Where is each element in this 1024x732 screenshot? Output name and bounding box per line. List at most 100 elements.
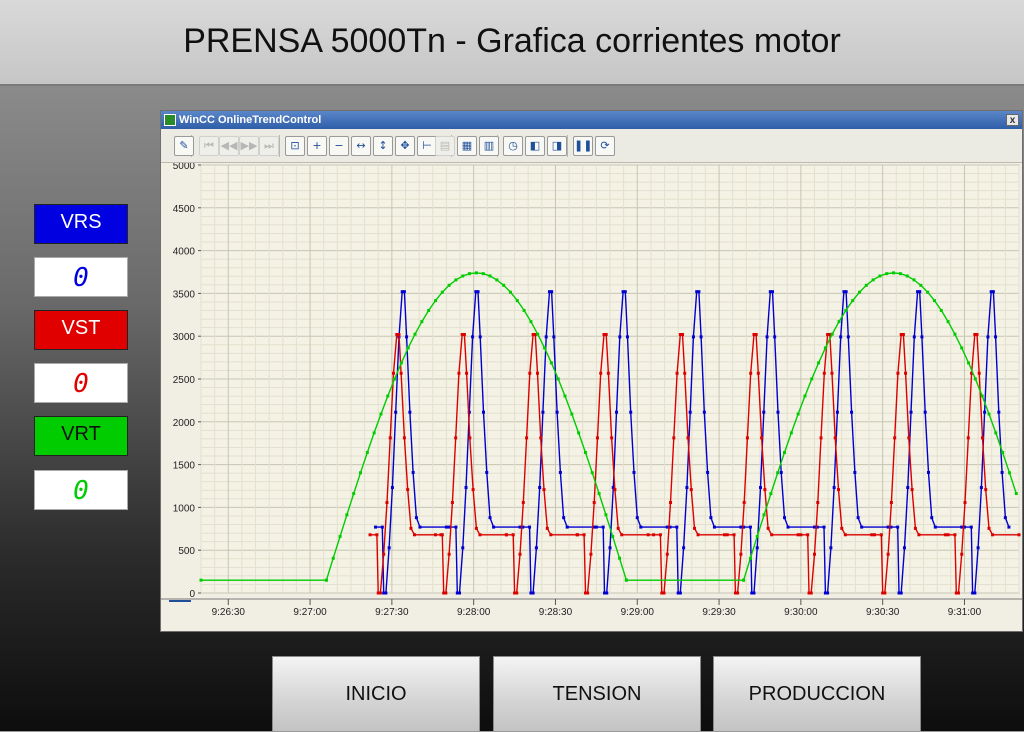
vrs-series-point — [538, 486, 542, 490]
vrt-series-point — [413, 332, 417, 336]
y-tick-label: 1500 — [173, 461, 196, 472]
zoom-value-axis-icon[interactable]: ↕ — [373, 136, 393, 156]
vrs-series-point — [983, 410, 987, 414]
trend-chart[interactable]: 0 500 1000 1500 2000 2500 3000 3500 4000 4500 5000… — [161, 163, 1022, 631]
zoom-out-icon[interactable]: − — [329, 136, 349, 156]
vst-series-point — [595, 436, 599, 440]
vrt-series-point — [488, 274, 492, 278]
zoom-in-icon[interactable]: + — [307, 136, 327, 156]
vrs-series-point — [678, 591, 682, 595]
vrt-series-point — [481, 272, 485, 276]
vrt-series-point — [796, 412, 800, 416]
vst-series-point — [592, 501, 596, 505]
close-icon[interactable]: x — [1006, 114, 1019, 126]
previous-trend-icon[interactable]: ◧ — [525, 136, 545, 156]
vrs-series-point — [455, 591, 459, 595]
vrt-series-point — [624, 578, 628, 582]
vrs-series-point — [454, 525, 458, 529]
vrs-series-point — [773, 335, 777, 339]
vrs-series-point — [826, 591, 830, 595]
vst-series-point — [946, 533, 950, 537]
vrs-series-point — [471, 335, 475, 339]
vst-series-point — [975, 332, 979, 336]
vrs-series-point — [464, 486, 468, 490]
vst-series-point — [917, 533, 921, 537]
y-tick-label: 3000 — [173, 332, 196, 343]
vrt-series-point — [830, 332, 834, 336]
vst-series-point — [752, 332, 756, 336]
toolbar-separator — [279, 135, 280, 157]
move-icon[interactable]: ✥ — [395, 136, 415, 156]
vst-series-point — [646, 533, 650, 537]
vst-series-point — [881, 591, 885, 595]
vst-series-point — [385, 501, 389, 505]
vrt-series-point — [359, 471, 363, 475]
vst-series-point — [886, 552, 890, 556]
vst-series-point — [913, 526, 917, 530]
edit-icon[interactable]: ✎ — [174, 136, 194, 156]
trend-control-window[interactable]: WinCC OnlineTrendControl x ✎ ⏮ ◀◀ ▶▶ ⏭ ⊡ + − ↔ ↕ ✥… — [160, 110, 1023, 632]
export-icon[interactable]: ⟳ — [595, 136, 615, 156]
vrs-series-point — [832, 486, 836, 490]
vrs-series-point — [541, 410, 545, 414]
config-trends-icon[interactable]: ▦ — [457, 136, 477, 156]
select-data-icon[interactable]: ▤ — [435, 136, 455, 156]
vrs-series-point — [390, 486, 394, 490]
vst-series-point — [956, 591, 960, 595]
vrt-series-point — [427, 308, 431, 312]
vrs-series-point — [997, 410, 1001, 414]
next-trend-icon[interactable]: ◨ — [547, 136, 567, 156]
vrt-series-point — [508, 290, 512, 294]
vst-series-point — [457, 371, 461, 375]
vrt-series-point — [892, 271, 896, 275]
select-time-range-icon[interactable]: ▥ — [479, 136, 499, 156]
vrt-series-point — [611, 534, 615, 538]
ruler-icon[interactable]: ⊢ — [417, 136, 437, 156]
previous-icon[interactable]: ◀◀ — [219, 136, 239, 156]
vrs-series-point — [592, 525, 596, 529]
vst-series-point — [725, 533, 729, 537]
stop-icon[interactable]: ❚❚ — [573, 136, 593, 156]
vrs-series-point — [695, 290, 699, 294]
vst-series-point — [770, 533, 774, 537]
vst-series-point — [399, 371, 403, 375]
vst-series-point — [388, 436, 392, 440]
vrs-series-point — [529, 591, 533, 595]
x-tick-label: 9:27:00 — [293, 607, 327, 618]
vst-series-point — [582, 533, 586, 537]
vst-series-point — [696, 533, 700, 537]
vst-series-point — [462, 332, 466, 336]
produccion-button[interactable]: PRODUCCION — [713, 656, 921, 731]
vst-series-point — [678, 332, 682, 336]
vrt-series-point — [898, 272, 902, 276]
vrs-series-point — [374, 525, 378, 529]
vrs-series-point — [444, 525, 448, 529]
vrt-series-point — [973, 377, 977, 381]
last-icon[interactable]: ⏭ — [259, 136, 279, 156]
vrs-series-point — [896, 525, 900, 529]
zoom-area-icon[interactable]: ⊡ — [285, 136, 305, 156]
vst-series-point — [545, 526, 549, 530]
first-icon[interactable]: ⏮ — [199, 136, 219, 156]
vst-series-point — [662, 591, 666, 595]
vrs-series-point — [384, 591, 388, 595]
vrs-series-point — [897, 591, 901, 595]
vst-series-point — [525, 436, 529, 440]
vrt-series-point — [783, 451, 787, 455]
inicio-button[interactable]: INICIO — [272, 656, 480, 731]
vst-series-point — [984, 488, 988, 492]
vrt-series-point — [577, 431, 581, 435]
tension-button[interactable]: TENSION — [493, 656, 701, 731]
vst-series-point — [444, 591, 448, 595]
next-icon[interactable]: ▶▶ — [239, 136, 259, 156]
vst-series-point — [904, 371, 908, 375]
vst-series-point — [521, 501, 525, 505]
vrt-series-point — [953, 332, 957, 336]
vrs-series-point — [547, 290, 551, 294]
vst-series-point — [376, 591, 380, 595]
vst-series-point — [833, 436, 837, 440]
time-icon[interactable]: ◷ — [503, 136, 523, 156]
zoom-time-axis-icon[interactable]: ↔ — [351, 136, 371, 156]
vst-series-point — [606, 371, 610, 375]
vst-series-point — [675, 371, 679, 375]
